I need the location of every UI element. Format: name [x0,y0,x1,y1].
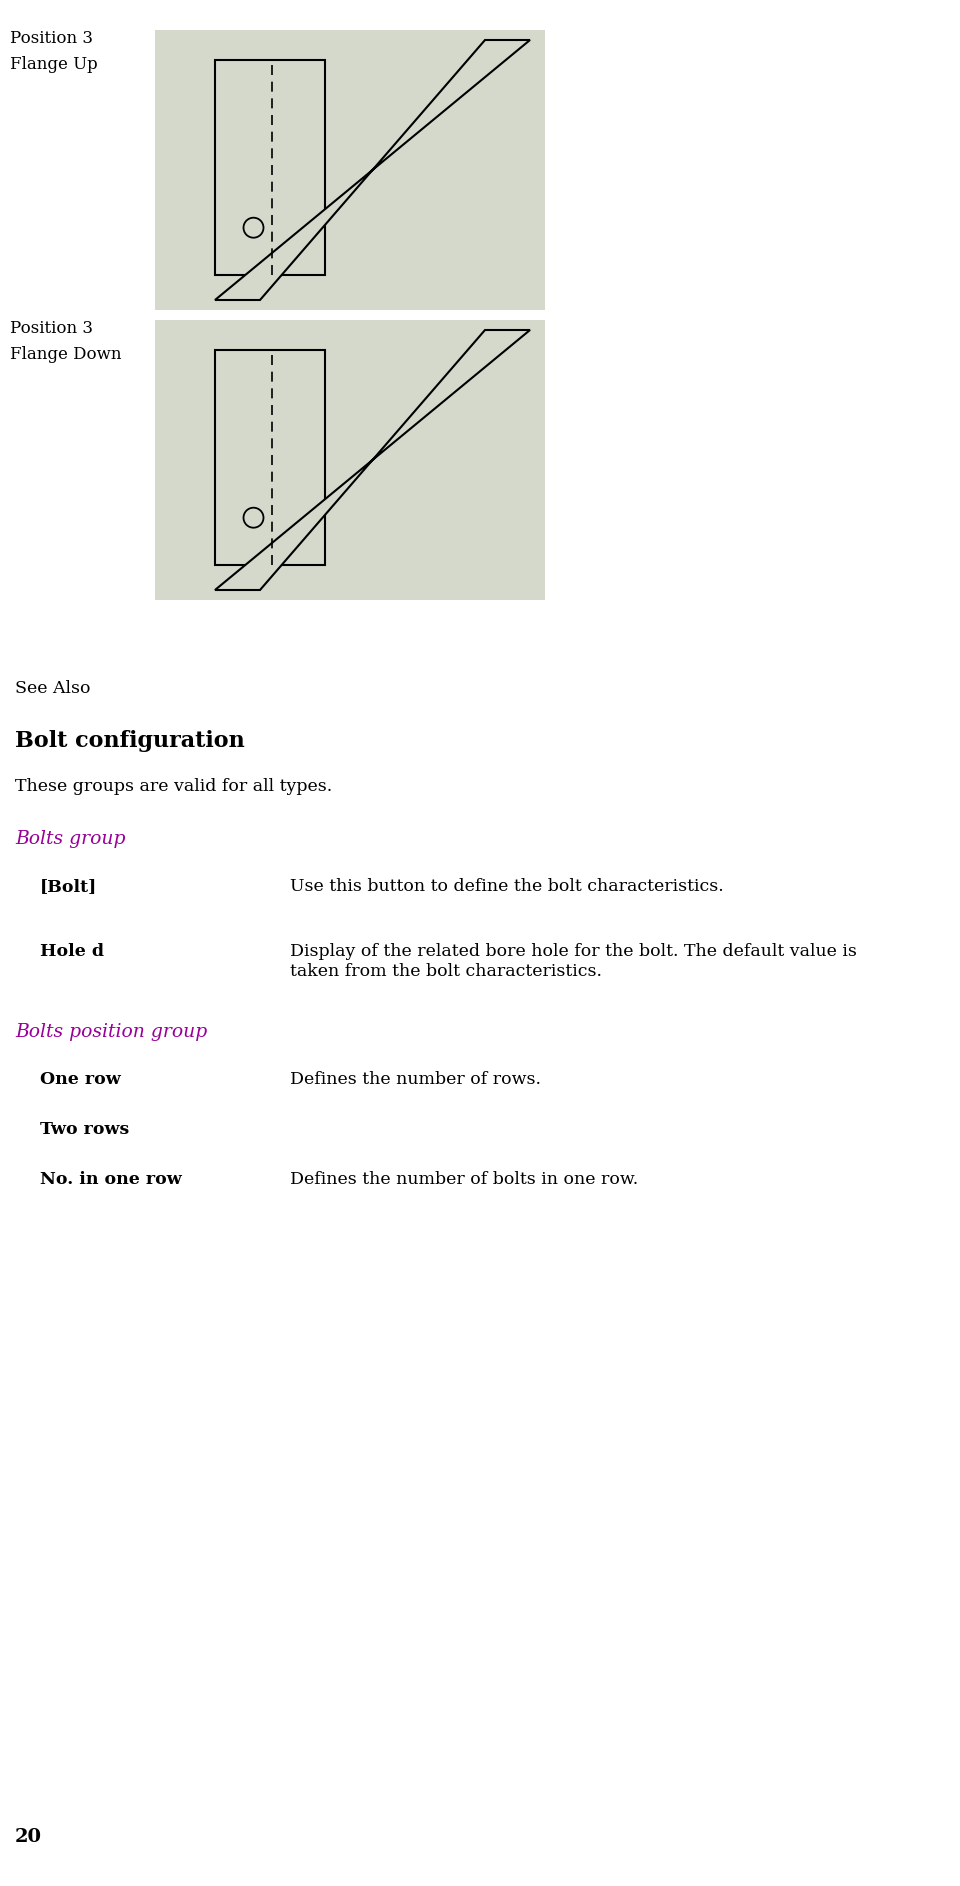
Text: See Also: See Also [15,681,90,698]
Text: Bolts group: Bolts group [15,830,126,849]
Bar [215,60,325,275]
Text: Display of the related bore hole for the bolt. The default value is
taken from t: Display of the related bore hole for the… [290,943,857,979]
Text: Position 3: Position 3 [10,321,93,338]
Text: No. in one row: No. in one row [40,1171,181,1188]
Text: Defines the number of bolts in one row.: Defines the number of bolts in one row. [290,1171,638,1188]
Text: Position 3: Position 3 [10,30,93,47]
Text: Bolts position group: Bolts position group [15,1022,207,1041]
Circle shape [244,507,263,528]
Text: Bolt configuration: Bolt configuration [15,730,245,753]
Bar [215,351,325,566]
Text: Flange Down: Flange Down [10,345,122,362]
Circle shape [244,217,263,238]
Polygon shape [215,40,530,300]
Text: These groups are valid for all types.: These groups are valid for all types. [15,779,332,796]
Text: Use this button to define the bolt characteristics.: Use this button to define the bolt chara… [290,879,724,896]
Text: One row: One row [40,1071,121,1088]
Text: Two rows: Two rows [40,1120,130,1137]
Text: [Bolt]: [Bolt] [40,879,97,896]
Text: Hole d: Hole d [40,943,104,960]
Text: 20: 20 [15,1828,42,1846]
Bar [155,321,545,600]
Bar [155,30,545,309]
Polygon shape [215,330,530,590]
Text: Flange Up: Flange Up [10,57,98,74]
Text: Defines the number of rows.: Defines the number of rows. [290,1071,541,1088]
